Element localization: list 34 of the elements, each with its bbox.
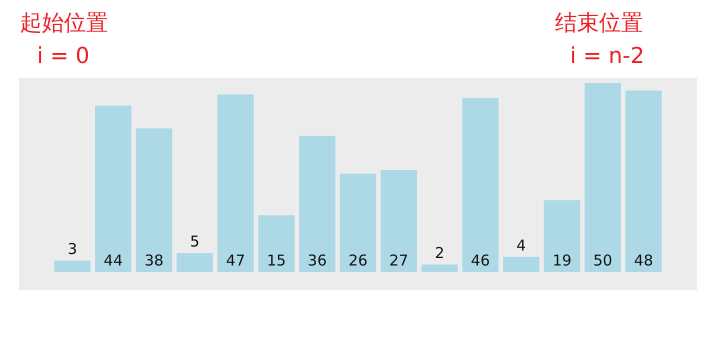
data-label: 26: [348, 251, 368, 270]
bar: [380, 170, 417, 272]
data-label: 15: [266, 251, 286, 270]
data-label: 3: [68, 240, 78, 258]
bar: [503, 256, 540, 272]
data-label: 19: [552, 251, 572, 270]
data-label: 2: [434, 244, 444, 262]
data-label: 50: [593, 251, 612, 270]
bar: [258, 215, 295, 272]
data-label: 44: [104, 251, 123, 270]
data-label: 5: [190, 232, 200, 250]
data-label: 38: [144, 251, 164, 270]
data-label: 4: [516, 236, 526, 254]
bar: [544, 200, 580, 272]
data-label: 47: [226, 251, 246, 270]
bar: [421, 264, 458, 272]
bar: [136, 128, 172, 272]
text: 结束位置: [555, 10, 643, 38]
bar: [217, 94, 254, 272]
bar: [95, 106, 132, 272]
bar: [340, 174, 376, 272]
bar: [625, 90, 662, 272]
bar: [462, 98, 499, 272]
bar: [176, 253, 213, 272]
bar: [54, 260, 91, 272]
data-label: 27: [389, 251, 408, 270]
data-label: 46: [470, 251, 490, 270]
text: i = n-2: [570, 44, 644, 69]
bar: [584, 83, 621, 272]
text: i = 0: [37, 44, 90, 69]
data-label: 36: [308, 251, 327, 270]
bar: [299, 136, 336, 272]
data-label: 48: [634, 251, 654, 270]
text: 起始位置: [20, 10, 108, 38]
